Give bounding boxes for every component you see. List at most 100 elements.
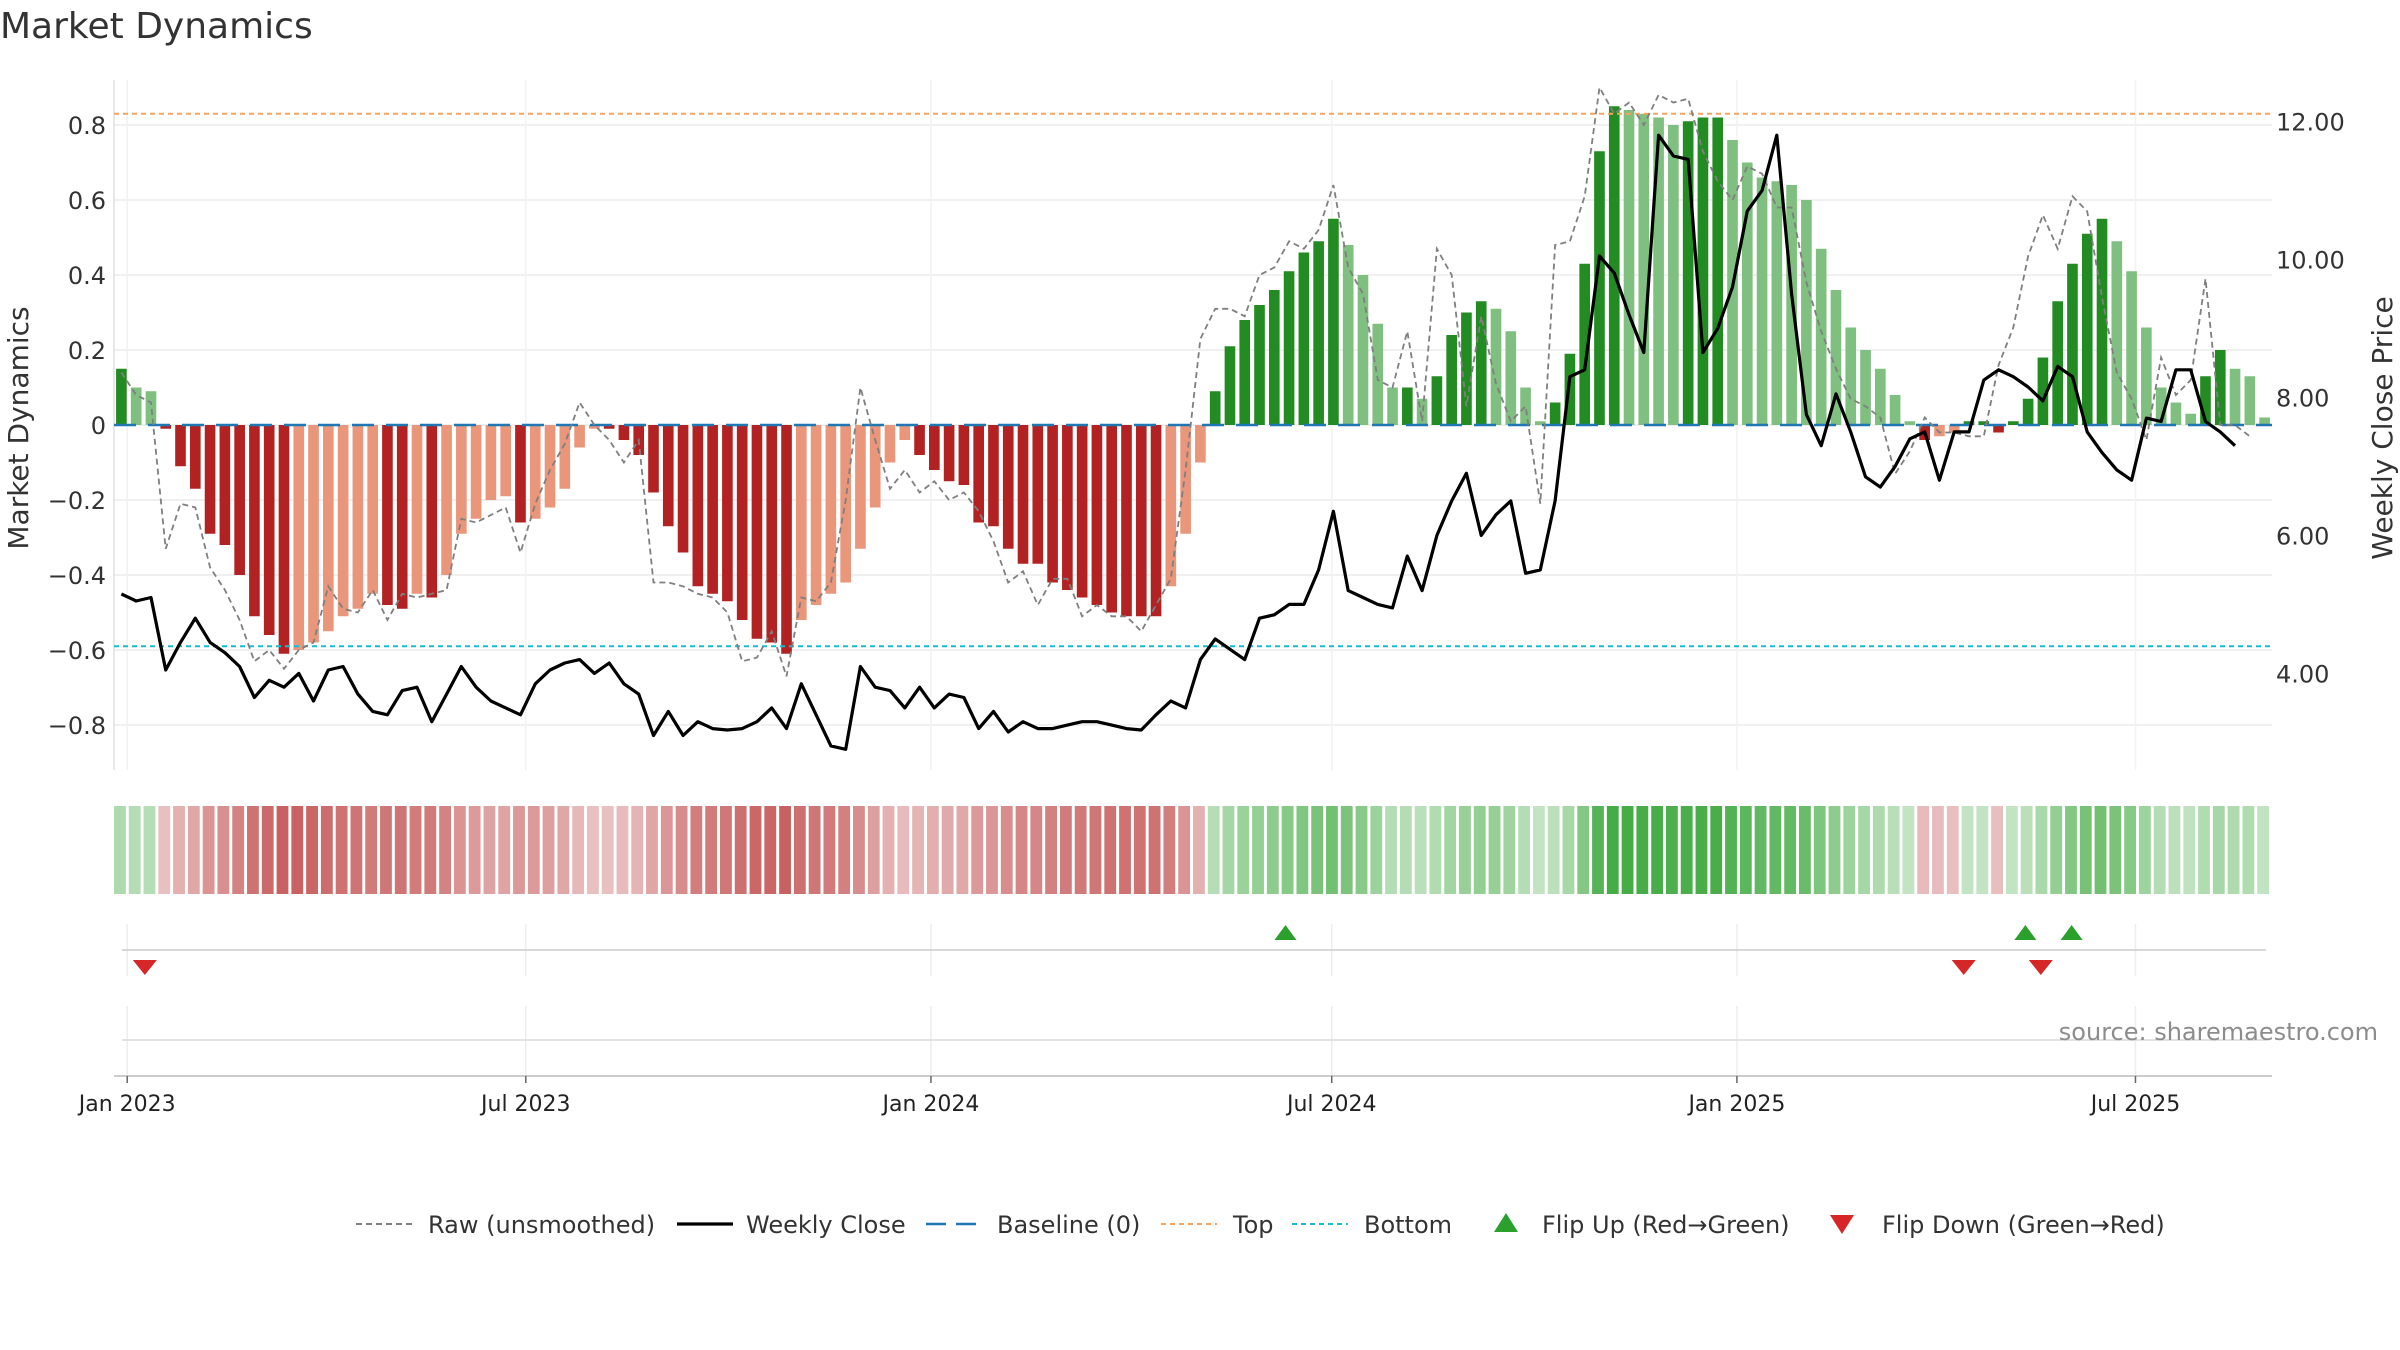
strip-cell-70 — [1148, 806, 1161, 894]
strip-cell-104 — [1651, 806, 1664, 894]
bar-73 — [1195, 425, 1206, 463]
bar-76 — [1239, 320, 1251, 425]
bar-48 — [825, 425, 837, 594]
bar-33 — [603, 425, 615, 429]
bar-0 — [116, 368, 127, 425]
legend-item-bottom: Bottom — [1292, 1211, 1452, 1239]
strip-cell-56 — [941, 806, 954, 894]
strip-cell-48 — [823, 806, 836, 894]
strip-cell-86 — [1385, 806, 1397, 894]
bar-9 — [249, 425, 260, 617]
bar-69 — [1135, 425, 1147, 617]
bar-135 — [2111, 241, 2123, 425]
strip-cell-92 — [1473, 806, 1486, 894]
y-right-tick-label-1: 10.00 — [2276, 246, 2345, 274]
bar-1 — [130, 387, 142, 425]
strip-cell-50 — [853, 806, 865, 894]
bar-38 — [677, 425, 689, 553]
close-line — [120, 133, 2237, 751]
strip-cell-38 — [675, 806, 688, 894]
flip-markers-panel — [122, 924, 2266, 976]
strip-cell-138 — [2153, 806, 2166, 894]
strip-cell-11 — [276, 806, 289, 894]
bar-121 — [1904, 421, 1916, 425]
strip-cell-127 — [1991, 806, 2003, 894]
strip-cell-18 — [380, 806, 392, 894]
bar-27 — [515, 425, 526, 523]
bar-120 — [1889, 395, 1901, 425]
legend-label-flip_down: Flip Down (Green→Red) — [1882, 1211, 2165, 1239]
reference-lines — [114, 112, 2272, 648]
bar-116 — [1830, 290, 1842, 425]
strip-cell-4 — [173, 806, 185, 894]
strip-cell-128 — [2005, 806, 2018, 894]
bar-43 — [751, 425, 763, 639]
y-right-tick-label-3: 6.00 — [2276, 522, 2329, 550]
legend-label-bottom: Bottom — [1364, 1211, 1452, 1239]
bar-58 — [973, 425, 984, 523]
strip-cell-24 — [468, 806, 481, 894]
strip-cell-109 — [1725, 806, 1737, 894]
strip-cell-60 — [1000, 806, 1013, 894]
strip-cell-31 — [572, 806, 585, 894]
bar-54 — [914, 425, 925, 455]
y-left-tick-label-3: 0.2 — [68, 337, 106, 365]
strip-cell-19 — [394, 806, 407, 894]
strip-cell-0 — [114, 806, 126, 894]
legend-item-flip_up: Flip Up (Red→Green) — [1494, 1211, 1790, 1239]
bar-112 — [1771, 181, 1783, 425]
strip-cell-113 — [1784, 806, 1797, 894]
bar-90 — [1446, 335, 1457, 425]
chart-title: Market Dynamics — [0, 6, 313, 47]
bar-101 — [1608, 106, 1620, 425]
bar-129 — [2022, 398, 2034, 425]
strip-cell-21 — [424, 806, 437, 894]
bar-94 — [1505, 331, 1517, 425]
strip-cell-17 — [365, 806, 378, 894]
bar-119 — [1874, 368, 1886, 425]
bar-111 — [1756, 177, 1768, 425]
bar-85 — [1372, 323, 1384, 425]
strip-cell-78 — [1266, 806, 1279, 894]
bar-11 — [278, 425, 290, 654]
strip-cell-40 — [705, 806, 718, 894]
strip-cell-12 — [291, 806, 304, 894]
bar-127 — [1993, 425, 2004, 433]
bar-102 — [1623, 110, 1635, 425]
y-left-tick-label-4: 0 — [91, 412, 106, 440]
bar-144 — [2244, 376, 2256, 425]
strip-cell-133 — [2079, 806, 2092, 894]
bar-126 — [1978, 421, 1990, 425]
x-tick-label-1: Jul 2023 — [479, 1092, 571, 1117]
strip-cell-27 — [513, 806, 525, 894]
y-left-tick-label-6: −0.4 — [48, 562, 106, 590]
strip-cell-141 — [2198, 806, 2210, 894]
bar-24 — [470, 425, 482, 519]
legend-item-baseline: Baseline (0) — [926, 1211, 1140, 1239]
strip-cell-15 — [335, 806, 348, 894]
bar-55 — [929, 425, 940, 470]
bar-40 — [707, 425, 718, 594]
strip-cell-28 — [527, 806, 540, 894]
source-label: source: sharemaestro.com — [2059, 1018, 2378, 1046]
strip-cell-49 — [838, 806, 851, 894]
strip-cell-99 — [1577, 806, 1590, 894]
regime-strip — [114, 806, 2270, 894]
bar-5 — [189, 425, 201, 489]
flip-up-marker-2 — [2060, 925, 2083, 940]
dynamics-bars — [116, 106, 2270, 654]
legend-item-raw: Raw (unsmoothed) — [356, 1211, 655, 1239]
raw-series — [120, 84, 2251, 677]
strip-cell-98 — [1562, 806, 1575, 894]
flip-down-marker-1 — [1951, 960, 1976, 975]
bar-4 — [175, 425, 186, 467]
strip-cell-59 — [986, 806, 998, 894]
bar-80 — [1298, 252, 1310, 425]
bar-139 — [2170, 402, 2182, 425]
bar-29 — [544, 425, 556, 508]
bar-107 — [1697, 117, 1709, 425]
strip-cell-33 — [601, 806, 614, 894]
bar-74 — [1209, 391, 1221, 425]
bar-130 — [2037, 357, 2049, 425]
